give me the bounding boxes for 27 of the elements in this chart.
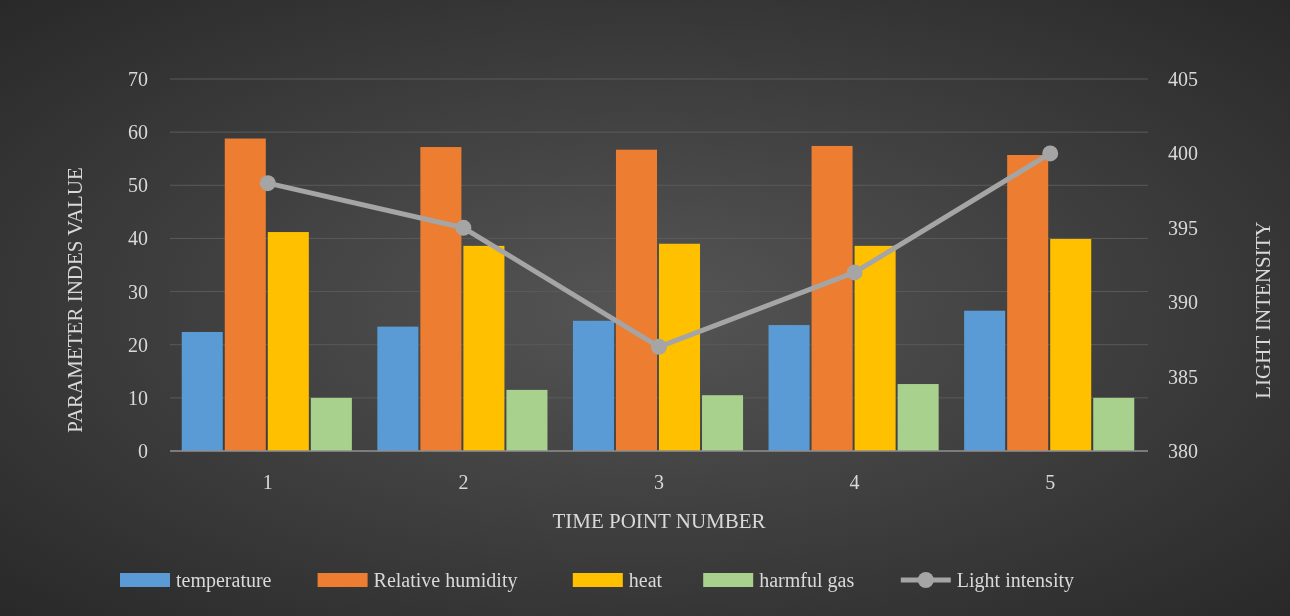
y-tick-label: 0 [138, 440, 148, 462]
legend-label: Light intensity [956, 569, 1075, 592]
y-tick-label: 20 [128, 333, 148, 356]
legend-label: heat [628, 569, 663, 591]
y-tick-label: 10 [128, 386, 148, 409]
y2-tick-label: 405 [1168, 68, 1198, 90]
legend-label: harmful gas [759, 569, 855, 592]
y2-axis-title: LIGHT INTENSITY [1251, 221, 1275, 399]
y-tick-label: 30 [128, 280, 148, 303]
y-tick-label: 40 [128, 227, 148, 250]
y2-tick-label: 385 [1168, 365, 1198, 388]
legend-label: Relative humidity [373, 569, 518, 592]
y-tick-label: 70 [128, 68, 148, 90]
x-tick-label: 1 [262, 471, 273, 493]
x-tick-label: 3 [654, 471, 664, 493]
y2-tick-label: 380 [1168, 440, 1198, 462]
y2-tick-label: 400 [1168, 142, 1198, 165]
y-tick-label: 50 [128, 174, 148, 197]
legend-label: temperature [176, 569, 272, 592]
x-tick-label: 5 [1045, 471, 1056, 493]
x-tick-label: 4 [849, 471, 860, 493]
y-tick-label: 60 [128, 121, 148, 144]
x-tick-label: 2 [458, 471, 469, 493]
x-axis-title: TIME POINT NUMBER [552, 509, 766, 533]
y2-tick-label: 390 [1168, 291, 1198, 314]
y2-tick-label: 395 [1168, 216, 1198, 239]
y-axis-title: PARAMETER INDES VALUE [63, 167, 87, 433]
